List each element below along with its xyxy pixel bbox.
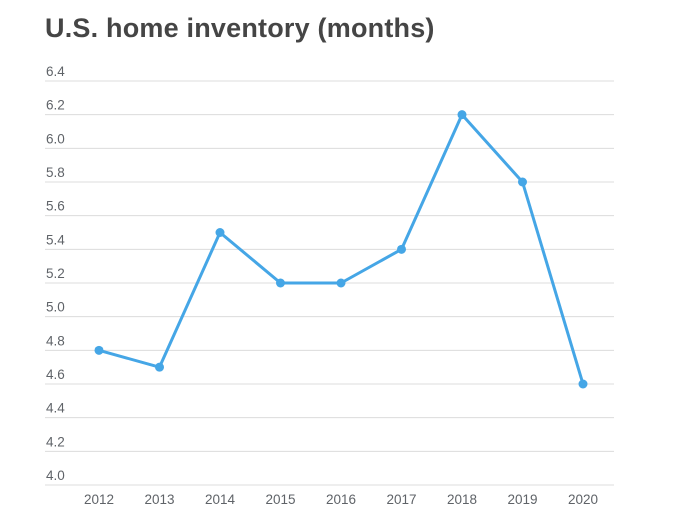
data-point-2015 [276,278,285,288]
y-tick-label: 5.8 [46,165,65,180]
data-point-2019 [518,177,527,187]
y-tick-label: 6.0 [46,131,65,146]
x-tick-label: 2020 [568,492,598,507]
data-point-2013 [155,362,164,372]
y-tick-label: 6.4 [46,64,65,79]
y-tick-label: 4.4 [46,401,65,416]
x-tick-label: 2017 [386,492,416,507]
x-tick-label: 2016 [326,492,356,507]
y-tick-label: 5.6 [46,199,65,214]
y-tick-label: 4.8 [46,333,65,348]
data-point-2014 [215,228,225,237]
data-point-2012 [94,345,104,355]
data-point-2020 [578,379,588,389]
y-tick-label: 6.2 [46,98,65,113]
data-point-2018 [457,110,467,120]
y-tick-label: 5.4 [46,232,65,247]
x-tick-label: 2014 [205,492,236,507]
data-point-2016 [336,278,346,288]
y-tick-label: 5.0 [46,300,65,315]
x-tick-label: 2019 [507,492,537,507]
y-tick-label: 4.2 [46,434,65,449]
chart-title: U.S. home inventory (months) [45,13,435,43]
y-tick-label: 5.2 [46,266,65,281]
x-tick-label: 2018 [447,492,477,507]
x-tick-label: 2015 [265,492,295,507]
data-point-2017 [397,244,406,254]
y-tick-label: 4.6 [46,367,65,382]
y-tick-label: 4.0 [46,468,65,483]
x-tick-label: 2012 [84,492,114,507]
x-tick-label: 2013 [144,492,174,507]
